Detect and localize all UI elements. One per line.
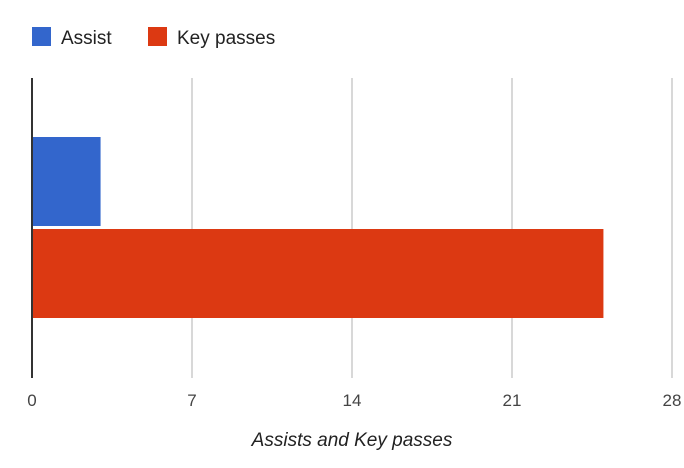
x-tick-label: 7 [187,391,196,410]
gridlines [191,78,673,378]
legend: Assist Key passes [32,27,275,49]
legend-swatch [148,27,167,46]
legend-label: Key passes [177,28,275,49]
x-axis-title: Assists and Key passes [251,430,453,451]
legend-label: Assist [61,28,112,49]
x-tick-label: 21 [503,391,522,410]
x-tick-label: 28 [663,391,682,410]
x-tick-labels: 0 7 14 21 28 [27,391,681,410]
x-tick-label: 14 [343,391,362,410]
legend-swatch [32,27,51,46]
bar-assist [32,137,101,226]
bar-key-passes [32,229,604,318]
x-tick-label: 0 [27,391,36,410]
bars [32,137,604,318]
